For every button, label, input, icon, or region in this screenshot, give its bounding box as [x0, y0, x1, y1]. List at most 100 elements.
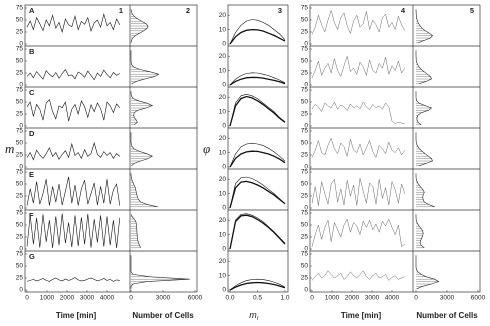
y-tick-label: 0 [304, 205, 308, 212]
y-tick-label: 25 [16, 193, 24, 200]
x-tick-label: 2000 [60, 295, 75, 302]
y-tick-label: 25 [301, 275, 309, 282]
histogram-outline [415, 91, 433, 126]
histogram-outline [415, 255, 440, 290]
mr-sub: r [257, 316, 260, 322]
histogram-outline [130, 9, 149, 43]
y-tick-label: 75 [16, 5, 24, 12]
phi-curve [229, 150, 286, 168]
y-tick-label: 0 [304, 82, 308, 89]
y-tick-label: 50 [16, 58, 24, 65]
y-tick-label: 20 [219, 12, 227, 19]
row-label: C [29, 88, 35, 97]
y-tick-label: 50 [16, 140, 24, 147]
x-tick-label: 6000 [188, 295, 203, 302]
trace [26, 277, 120, 282]
y-tick-label: 25 [301, 152, 309, 159]
y-tick-label: 0 [222, 246, 226, 253]
panel-number: 1 [119, 6, 123, 15]
histogram-outline [130, 255, 190, 289]
phi-curve [229, 142, 286, 168]
y-tick-label: 10 [219, 231, 227, 238]
phi-curve [229, 76, 286, 86]
cells-axis-label: Number of Cells [132, 311, 194, 320]
histogram-outline [415, 214, 425, 249]
x-tick-label: 0.5 [253, 295, 262, 302]
y-tick-label: 20 [219, 94, 227, 101]
y-tick-label: 20 [219, 258, 227, 265]
x-tick-label: 6000 [471, 295, 486, 302]
mr-text: m [249, 310, 257, 320]
y-tick-label: 75 [16, 87, 24, 94]
y-tick-label: 25 [16, 70, 24, 77]
y-tick-label: 75 [16, 128, 24, 135]
phi-curve [229, 278, 286, 291]
trace [26, 176, 121, 206]
trace [26, 141, 120, 161]
y-tick-label: 25 [301, 193, 309, 200]
y-tick-label: 50 [301, 181, 309, 188]
y-tick-label: 0 [222, 205, 226, 212]
phi-curve [229, 93, 286, 127]
phi-curve [229, 28, 286, 45]
y-tick-label: 0 [19, 164, 23, 171]
y-tick-label: 25 [16, 234, 24, 241]
cells-axis-label: Number of Cells [416, 311, 478, 320]
phi-axis-label: φ [203, 141, 210, 156]
histogram-outline [415, 173, 435, 208]
x-tick-label: 3000 [156, 295, 171, 302]
y-tick-label: 75 [301, 87, 309, 94]
histogram-outline [415, 9, 433, 44]
y-tick-label: 50 [301, 222, 309, 229]
y-tick-label: 25 [301, 70, 309, 77]
y-tick-label: 50 [301, 17, 309, 24]
y-tick-label: 75 [16, 169, 24, 176]
x-tick-label: 3000 [440, 295, 455, 302]
y-tick-label: 25 [301, 29, 309, 36]
y-tick-label: 75 [301, 128, 309, 135]
trace [26, 13, 121, 34]
y-tick-label: 10 [219, 108, 227, 115]
x-tick-label: 0 [129, 295, 133, 302]
y-tick-label: 50 [301, 140, 309, 147]
y-tick-label: 0 [19, 41, 23, 48]
y-tick-label: 10 [219, 26, 227, 33]
y-tick-label: 0 [304, 123, 308, 130]
row-label: F [29, 211, 34, 220]
trace [26, 213, 121, 249]
y-tick-label: 20 [219, 135, 227, 142]
y-tick-label: 25 [16, 111, 24, 118]
row-label: E [29, 170, 34, 179]
y-tick-label: 0 [19, 82, 23, 89]
phi-curve [229, 95, 286, 127]
phi-curve [229, 19, 286, 45]
y-tick-label: 0 [19, 287, 23, 294]
y-tick-label: 50 [301, 263, 309, 270]
histogram-outline [415, 50, 432, 85]
y-tick-label: 0 [19, 246, 23, 253]
time-axis-label: Time [min] [56, 311, 97, 320]
row-label: A [29, 6, 35, 15]
x-tick-label: 1.0 [280, 295, 289, 302]
y-tick-label: 50 [16, 99, 24, 106]
y-tick-label: 10 [219, 272, 227, 279]
y-tick-label: 50 [16, 181, 24, 188]
panel-number: 2 [186, 6, 190, 15]
y-tick-label: 50 [16, 17, 24, 24]
y-tick-label: 10 [219, 67, 227, 74]
mr-axis-label: mr [249, 310, 260, 321]
histogram-outline [415, 132, 433, 167]
histogram-outline [130, 50, 160, 85]
x-tick-label: 4000 [385, 295, 400, 302]
y-tick-label: 25 [301, 234, 309, 241]
y-tick-label: 75 [16, 251, 24, 258]
histogram-outline [130, 173, 158, 208]
y-tick-label: 75 [301, 5, 309, 12]
y-tick-label: 75 [16, 46, 24, 53]
panel-frame [309, 4, 481, 293]
trace [311, 101, 405, 125]
x-tick-label: 0 [25, 295, 29, 302]
y-tick-label: 10 [219, 149, 227, 156]
y-tick-label: 0 [304, 41, 308, 48]
